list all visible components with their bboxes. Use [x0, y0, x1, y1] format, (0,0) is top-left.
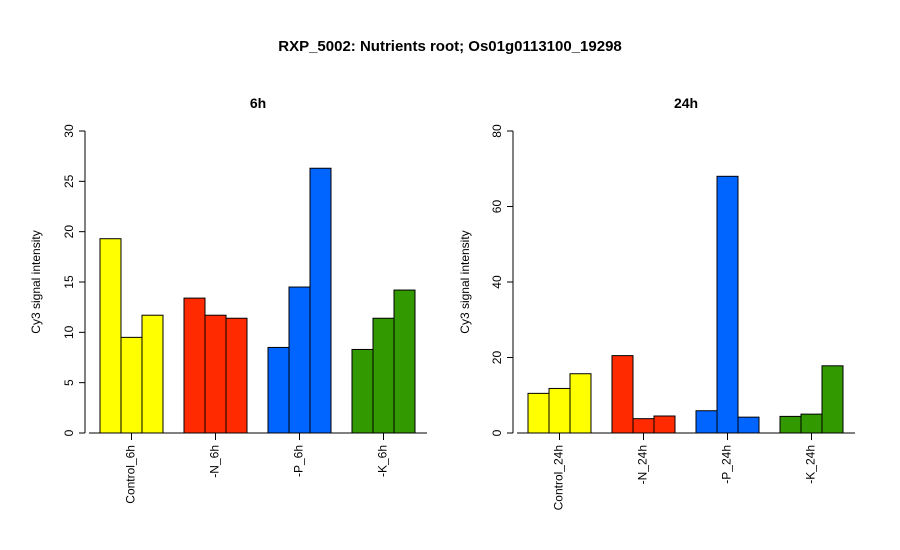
bar: [821, 365, 844, 434]
x-tick-label: -N_6h: [208, 445, 222, 478]
bar: [716, 175, 739, 434]
x-tick-label: -K_24h: [804, 445, 818, 484]
bar: [120, 336, 143, 434]
x-tick-label: Control_24h: [552, 445, 566, 510]
bar: [800, 413, 823, 434]
y-tick-label: 0: [490, 429, 504, 436]
bar: [351, 348, 374, 434]
bar: [183, 297, 206, 434]
panel-6h: 6h 0 5 10 15 20 25 30 Cy3 signal intensity Contro…: [29, 95, 427, 504]
bar: [393, 289, 416, 434]
y-tick-label: 5: [62, 379, 76, 386]
panel-title: 6h: [250, 95, 266, 111]
bar: [267, 346, 290, 434]
y-tick-label: 25: [62, 174, 76, 188]
bar: [141, 314, 164, 434]
x-tick-label: -N_24h: [636, 445, 650, 484]
bar: [204, 314, 227, 434]
y-tick-label: 30: [62, 124, 76, 138]
y-tick-label: 10: [62, 325, 76, 339]
bar: [695, 410, 718, 434]
panel-24h: 24h 0 20 40 60 80 Cy3 signal intensity Control_…: [458, 95, 855, 510]
bar: [225, 317, 248, 434]
y-tick-label: 20: [490, 351, 504, 365]
bar: [372, 317, 395, 434]
bar: [288, 286, 311, 434]
x-tick-label: Control_6h: [124, 445, 138, 504]
bar: [99, 238, 122, 434]
y-axis-label: Cy3 signal intensity: [29, 230, 43, 333]
bar: [779, 415, 802, 434]
y-tick-label: 0: [62, 429, 76, 436]
bar: [527, 392, 550, 434]
x-tick-label: -P_24h: [720, 445, 734, 484]
y-axis-label: Cy3 signal intensity: [458, 230, 472, 333]
figure-title: RXP_5002: Nutrients root; Os01g0113100_1…: [278, 38, 622, 55]
y-tick-label: 80: [490, 124, 504, 138]
bar: [611, 355, 634, 434]
bar: [653, 415, 676, 434]
bar: [737, 416, 760, 434]
bar: [548, 387, 571, 434]
bar: [569, 373, 592, 434]
y-tick-label: 15: [62, 275, 76, 289]
y-tick-label: 40: [490, 275, 504, 289]
y-tick-label: 60: [490, 200, 504, 214]
bar: [309, 167, 332, 434]
bar: [632, 418, 655, 434]
y-tick-label: 20: [62, 225, 76, 239]
x-tick-label: -P_6h: [292, 445, 306, 477]
x-tick-label: -K_6h: [376, 445, 390, 477]
panel-title: 24h: [674, 95, 698, 111]
